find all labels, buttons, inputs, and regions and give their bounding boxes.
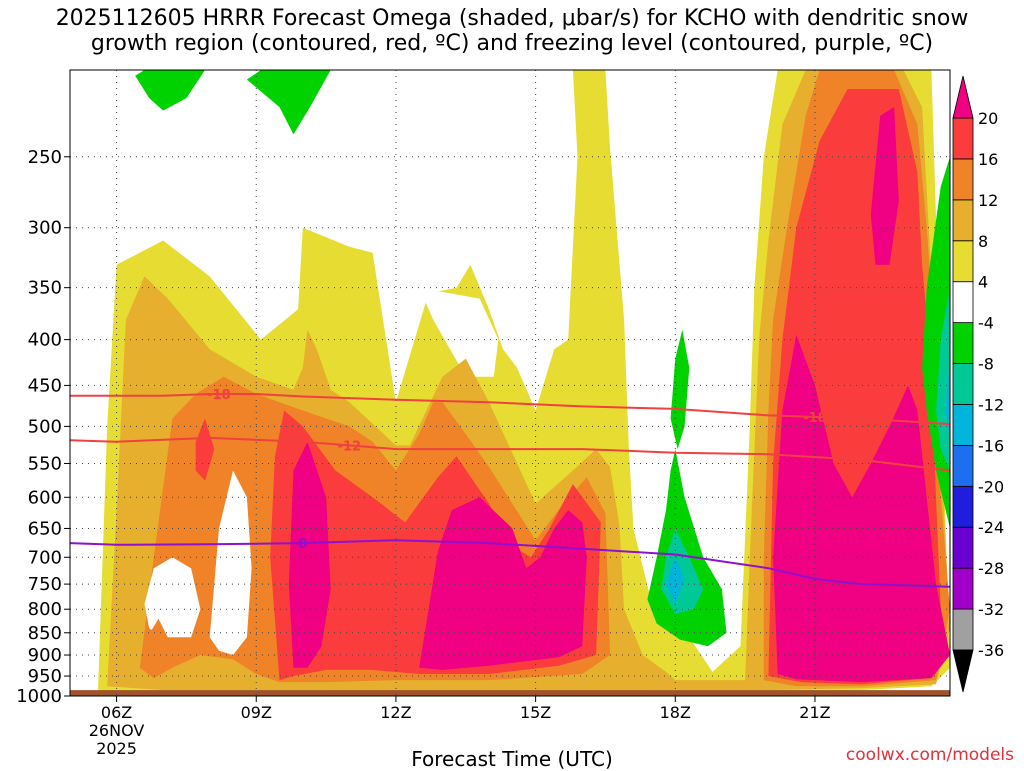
colorbar-label--20: -20 bbox=[978, 477, 1004, 496]
colorbar-label--32: -32 bbox=[978, 600, 1004, 619]
colorbar-bin-4 bbox=[952, 240, 974, 283]
credit-link[interactable]: coolwx.com/models bbox=[845, 745, 1014, 765]
colorbar-bin--8 bbox=[952, 322, 974, 364]
omega-region-13 bbox=[144, 618, 168, 660]
omega-shading bbox=[97, 70, 950, 695]
y-axis: 2503003504004505005506006507007508008509… bbox=[16, 147, 70, 707]
omega-region-8 bbox=[419, 497, 587, 670]
y-tick-label-250: 250 bbox=[28, 147, 62, 168]
colorbar-label--8: -8 bbox=[978, 355, 994, 374]
y-tick-label-450: 450 bbox=[28, 375, 62, 396]
x-tick-label-18Z: 18Z bbox=[660, 703, 691, 722]
x-tick-label-12Z: 12Z bbox=[380, 703, 411, 722]
colorbar-label-4: 4 bbox=[978, 273, 988, 292]
colorbar-bin-8 bbox=[952, 199, 974, 242]
y-tick-label-600: 600 bbox=[28, 487, 62, 508]
omega-region-7 bbox=[288, 441, 331, 668]
omega-region-1 bbox=[419, 287, 499, 377]
dendritic-contour-minus18-label-1: -18 bbox=[803, 411, 827, 426]
colorbar-arrow-high bbox=[952, 75, 974, 119]
y-tick-label-500: 500 bbox=[28, 416, 62, 437]
colorbar-label-16: 16 bbox=[978, 150, 998, 169]
y-tick-label-800: 800 bbox=[28, 599, 62, 620]
x-tick-date: 26NOV bbox=[89, 721, 145, 740]
colorbar-bin--20 bbox=[952, 444, 974, 487]
colorbar-bin--36 bbox=[952, 608, 974, 651]
omega-region-12 bbox=[144, 557, 201, 638]
colorbar-bin--4 bbox=[952, 281, 974, 324]
y-tick-label-650: 650 bbox=[28, 518, 62, 539]
freezing-level-contour-label-0: 0 bbox=[298, 537, 307, 552]
y-tick-label-350: 350 bbox=[28, 278, 62, 299]
colorbar-bin--16 bbox=[952, 404, 974, 446]
colorbar-label--16: -16 bbox=[978, 436, 1004, 455]
dendritic-contour-minus12-label-0: -12 bbox=[338, 439, 362, 454]
y-tick-label-850: 850 bbox=[28, 623, 62, 644]
chart-title-line2: growth region (contoured, red, ºC) and f… bbox=[90, 31, 934, 56]
omega-region-14 bbox=[195, 418, 215, 481]
y-tick-label-750: 750 bbox=[28, 574, 62, 595]
colorbar-label-12: 12 bbox=[978, 191, 998, 210]
dendritic-contour-minus18-line bbox=[70, 393, 950, 426]
colorbar-label--24: -24 bbox=[978, 518, 1004, 537]
omega-region-15 bbox=[647, 449, 727, 647]
omega-colorbar: -36 -32 -28 -24 -20 -16 -12 -8 -4 4 8 12 16 20 bbox=[952, 75, 1004, 693]
colorbar-label-8: 8 bbox=[978, 232, 988, 251]
colorbar-label--4: -4 bbox=[978, 314, 994, 333]
y-tick-label-700: 700 bbox=[28, 547, 62, 568]
colorbar-bin-16 bbox=[952, 117, 974, 160]
y-tick-label-300: 300 bbox=[28, 218, 62, 239]
y-tick-label-900: 900 bbox=[28, 645, 62, 666]
ground-layer bbox=[70, 690, 950, 696]
freezing-level-contour-line bbox=[70, 539, 950, 588]
omega-region-22 bbox=[135, 70, 205, 111]
ground-fill bbox=[70, 690, 950, 696]
colorbar-arrow-low bbox=[952, 649, 974, 693]
dendritic-contour-minus18-label-0: -18 bbox=[207, 388, 231, 403]
colorbar-label--36: -36 bbox=[978, 641, 1004, 660]
omega-region-10 bbox=[870, 107, 899, 265]
omega-region-21 bbox=[945, 358, 950, 442]
colorbar-bin-12 bbox=[952, 158, 974, 201]
colorbar-bin--12 bbox=[952, 363, 974, 405]
omega-region-23 bbox=[246, 70, 331, 135]
x-axis-title: Forecast Time (UTC) bbox=[411, 747, 613, 771]
colorbar-label--28: -28 bbox=[978, 559, 1004, 578]
x-tick-label-21Z: 21Z bbox=[799, 703, 830, 722]
y-tick-label-400: 400 bbox=[28, 330, 62, 351]
omega-region-18 bbox=[670, 329, 690, 450]
chart-title-line1: 2025112605 HRRR Forecast Omega (shaded, … bbox=[55, 6, 969, 31]
colorbar-bin--24 bbox=[952, 485, 974, 528]
y-tick-label-950: 950 bbox=[28, 666, 62, 687]
dendritic-contour-minus12-line bbox=[70, 436, 950, 472]
plot-frame bbox=[69, 69, 951, 697]
x-tick-year: 2025 bbox=[96, 739, 137, 758]
colorbar-bin--32 bbox=[952, 567, 974, 610]
y-tick-label-1000: 1000 bbox=[16, 686, 62, 707]
contour-lines: -18 -18 -12 0 bbox=[70, 388, 950, 588]
x-tick-label-15Z: 15Z bbox=[520, 703, 551, 722]
gridlines bbox=[70, 70, 950, 696]
x-tick-label-09Z: 09Z bbox=[241, 703, 272, 722]
y-tick-label-550: 550 bbox=[28, 453, 62, 474]
x-tick-label-06Z: 06Z bbox=[101, 703, 132, 722]
colorbar-label--12: -12 bbox=[978, 395, 1004, 414]
colorbar-label-20: 20 bbox=[978, 109, 998, 128]
colorbar-bin--28 bbox=[952, 526, 974, 569]
